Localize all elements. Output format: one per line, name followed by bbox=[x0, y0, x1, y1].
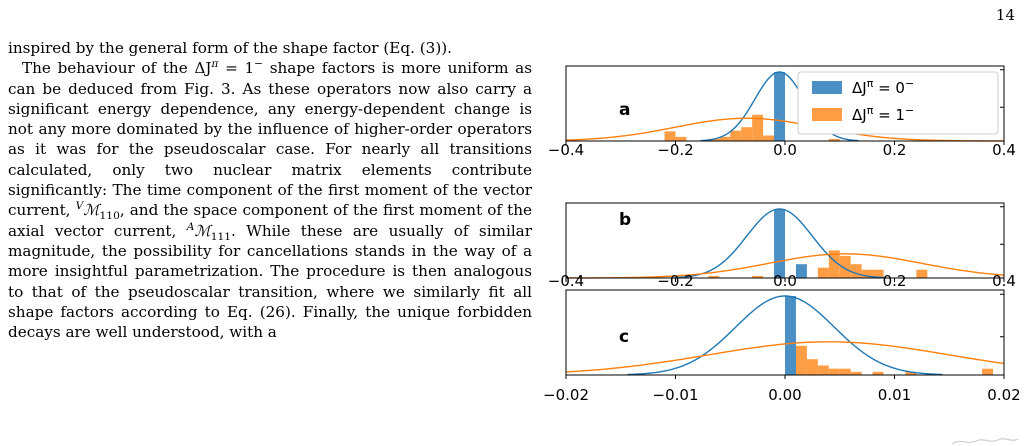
x-tick-label: 0.00 bbox=[768, 386, 801, 404]
p2-sup-v: V bbox=[75, 199, 84, 213]
hist-bar-orange-7 bbox=[861, 269, 873, 278]
x-tick-label: −0.4 bbox=[548, 141, 584, 159]
legend: ΔJπ = 0− ΔJπ = 1− bbox=[797, 71, 999, 135]
legend-swatch-blue bbox=[812, 81, 842, 94]
hist-bar-orange-5 bbox=[741, 127, 753, 141]
hist-bar-orange-7 bbox=[763, 135, 775, 141]
legend-swatch-orange bbox=[812, 108, 842, 121]
x-tick-label: 0.0 bbox=[773, 272, 797, 290]
p2-matrix-element-a: ℳ bbox=[194, 221, 211, 240]
hist-bar-orange-7 bbox=[872, 371, 884, 375]
x-tick-label: −0.2 bbox=[657, 141, 693, 159]
hist-bar-orange-1 bbox=[675, 136, 687, 141]
p2-sub-110: 110 bbox=[99, 209, 120, 223]
paragraph-1-text: inspired by the general form of the shap… bbox=[8, 39, 453, 57]
x-tick-label: 0.4 bbox=[992, 141, 1016, 159]
panel-letter: c bbox=[619, 327, 629, 347]
panel-letter: b bbox=[619, 210, 631, 230]
p2-matrix-element-v: ℳ bbox=[83, 201, 100, 220]
fit-curve-orange bbox=[565, 117, 1005, 142]
hist-bar-orange-2 bbox=[708, 138, 720, 141]
hist-bar-orange-6 bbox=[850, 264, 862, 278]
legend-label-blue: ΔJπ = 0− bbox=[852, 77, 914, 98]
legend-label-orange: ΔJπ = 1− bbox=[852, 104, 914, 125]
p2-sub-111: 111 bbox=[210, 229, 231, 243]
page-number: 14 bbox=[995, 6, 1015, 24]
p2-text-g: . While these are usually of similar mag… bbox=[8, 221, 532, 342]
hist-bar-orange-8 bbox=[905, 371, 917, 375]
fit-curve-blue bbox=[674, 208, 885, 279]
x-tick-label: 0.02 bbox=[987, 386, 1020, 404]
x-tick-label: −0.02 bbox=[543, 386, 589, 404]
hist-bar-orange-5 bbox=[839, 255, 851, 278]
hist-bar-orange-1 bbox=[752, 275, 764, 278]
hist-bar-orange-8 bbox=[828, 138, 840, 141]
x-tick-label: 0.2 bbox=[883, 141, 907, 159]
p2-text-e: , and the space component of the first m… bbox=[8, 201, 532, 240]
hist-bar-orange-3 bbox=[817, 365, 829, 375]
body-text: inspired by the general form of the shap… bbox=[8, 38, 532, 342]
hist-bar-blue-1 bbox=[795, 264, 807, 278]
legend-box bbox=[797, 71, 999, 135]
fit-curve-orange bbox=[565, 341, 1005, 373]
hist-bar-orange-4 bbox=[730, 130, 742, 141]
fit-curve-orange bbox=[565, 253, 1005, 279]
paragraph-1: inspired by the general form of the shap… bbox=[8, 38, 532, 58]
p2-sup-pi: π bbox=[211, 57, 219, 71]
panel-a: −0.4 −0.2 0.0 0.2 0.4 a bbox=[548, 65, 1016, 159]
hist-bar-orange-0 bbox=[664, 131, 676, 141]
footer-mark bbox=[951, 438, 1019, 445]
figure-svg: −0.4 −0.2 0.0 0.2 0.4 a −0.4 −0.2 0.0 0.2 0.4 b −0.0… bbox=[543, 65, 1021, 404]
hist-bar-blue-0 bbox=[774, 72, 785, 141]
hist-bar-orange-4 bbox=[828, 368, 840, 375]
x-tick-label: 0.2 bbox=[883, 272, 907, 290]
figure-histograms: −0.4 −0.2 0.0 0.2 0.4 a −0.4 −0.2 0.0 0.2 0.4 b −0.0… bbox=[536, 60, 1028, 440]
hist-bar-orange-5 bbox=[839, 368, 851, 375]
hist-bar-orange-2 bbox=[806, 359, 818, 375]
hist-bar-orange-9 bbox=[916, 269, 928, 278]
hist-bar-orange-3 bbox=[719, 136, 731, 141]
hist-bar-orange-0 bbox=[708, 275, 720, 278]
x-tick-label: 0.4 bbox=[992, 272, 1016, 290]
x-tick-label: −0.01 bbox=[653, 386, 699, 404]
p2-text-c: shape factors is more uniform as can be … bbox=[8, 59, 532, 220]
hist-bar-blue-0 bbox=[785, 296, 796, 375]
hist-bar-orange-6 bbox=[752, 114, 764, 141]
p2-text-b: = 1 bbox=[218, 59, 255, 78]
paragraph-2: The behaviour of the ΔJπ = 1− shape fact… bbox=[8, 58, 532, 342]
x-tick-label: 0.0 bbox=[773, 141, 797, 159]
x-tick-label: −0.4 bbox=[548, 272, 584, 290]
panel-b: −0.4 −0.2 0.0 0.2 0.4 b bbox=[548, 202, 1016, 290]
fit-curve-blue bbox=[627, 295, 943, 376]
hist-bar-orange-3 bbox=[817, 267, 829, 278]
hist-bar-orange-1 bbox=[795, 345, 807, 375]
hist-bar-orange-6 bbox=[850, 371, 862, 375]
hist-bar-orange-9 bbox=[982, 368, 994, 375]
p2-sup-a: A bbox=[186, 219, 195, 233]
hist-bar-orange-4 bbox=[828, 250, 840, 278]
x-tick-label: 0.01 bbox=[878, 386, 911, 404]
p2-sup-minus: − bbox=[254, 57, 264, 71]
panel-letter: a bbox=[619, 100, 630, 120]
hist-bar-blue-0 bbox=[774, 209, 785, 278]
x-tick-label: −0.2 bbox=[657, 272, 693, 290]
p2-text-a: The behaviour of the ΔJ bbox=[22, 59, 212, 78]
panel-c: −0.02 −0.01 0.00 0.01 0.02 c bbox=[543, 289, 1021, 404]
hist-bar-orange-8 bbox=[872, 269, 884, 278]
